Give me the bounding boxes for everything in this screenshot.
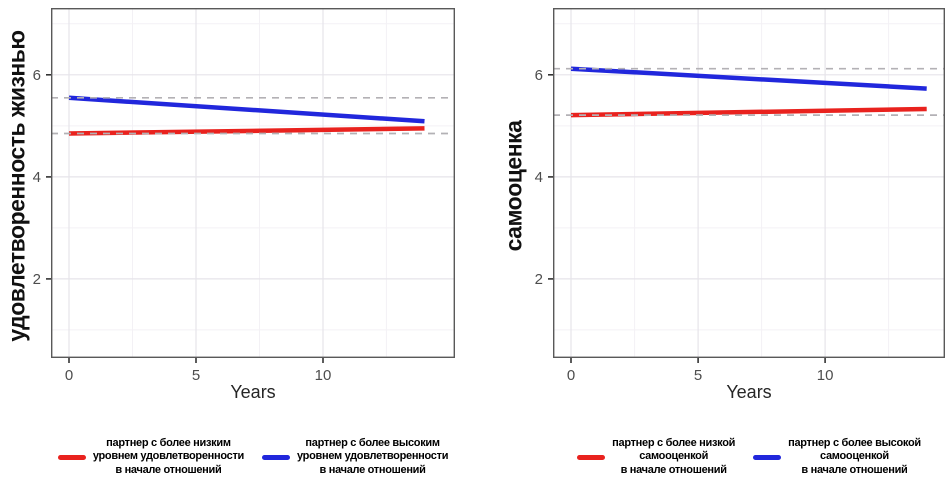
legend-blue-line-swatch xyxy=(262,454,290,460)
legend-item-higher-partner: партнер с более высоким уровнем удовлетв… xyxy=(262,437,448,477)
x-tick-label: 5 xyxy=(694,367,702,384)
y-tick-label: 2 xyxy=(535,271,543,288)
legend-item-lower-partner: партнер с более низкой самооценкой в нач… xyxy=(577,437,735,477)
legend-item-label: партнер с более низкой самооценкой в нач… xyxy=(612,437,736,476)
legend-item-label: партнер с более высокой самооценкой в на… xyxy=(788,437,921,476)
legend: партнер с более низким уровнем удовлетво… xyxy=(51,437,455,477)
y-tick-label: 6 xyxy=(33,67,41,84)
legend-item-label: партнер с более высоким уровнем удовлетв… xyxy=(297,437,449,476)
x-tick-label: 10 xyxy=(315,367,332,384)
legend-red-line-swatch xyxy=(57,454,86,460)
series-lower-partner xyxy=(570,106,927,118)
panel-border xyxy=(552,7,946,359)
series-lower-partner xyxy=(68,126,425,136)
plot-panel: 6 4 2 0 5 10 xyxy=(33,7,456,384)
legend-blue-line-swatch xyxy=(753,454,782,460)
x-tick-label: 0 xyxy=(65,367,73,384)
x-tick-label: 0 xyxy=(567,367,575,384)
panel-border xyxy=(50,7,456,359)
y-axis-title: самооценка xyxy=(500,120,527,252)
legend-item-label: партнер с более низким уровнем удовлетво… xyxy=(92,437,244,476)
y-tick-label: 4 xyxy=(535,169,543,186)
x-tick-label: 10 xyxy=(817,367,834,384)
y-tick-label: 4 xyxy=(33,169,41,186)
y-axis-title: удовлетворенность жизнью xyxy=(3,30,30,342)
legend: партнер с более низкой самооценкой в нач… xyxy=(553,437,945,477)
legend-item-higher-partner: партнер с более высокой самооценкой в на… xyxy=(753,437,921,477)
plot-panel: 6 4 2 0 5 10 xyxy=(535,7,946,384)
x-axis-title: Years xyxy=(230,382,276,402)
x-axis-title: Years xyxy=(726,382,772,402)
y-tick-label: 2 xyxy=(33,271,41,288)
series-higher-partner xyxy=(68,95,425,124)
y-tick-label: 6 xyxy=(535,67,543,84)
x-tick-label: 5 xyxy=(192,367,200,384)
series-higher-partner xyxy=(570,66,927,91)
legend-red-line-swatch xyxy=(577,454,606,460)
legend-item-lower-partner: партнер с более низким уровнем удовлетво… xyxy=(57,437,244,477)
